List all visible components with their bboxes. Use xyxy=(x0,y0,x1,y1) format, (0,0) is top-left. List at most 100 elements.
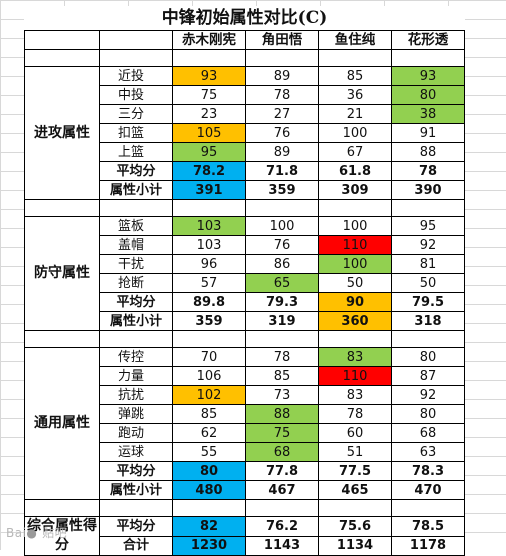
attribute-label: 上篮 xyxy=(99,142,173,162)
value-cell: 103 xyxy=(172,216,246,236)
value-cell: 78 xyxy=(318,404,392,424)
value-cell: 391 xyxy=(172,180,246,200)
value-cell: 470 xyxy=(391,480,465,500)
value-cell: 96 xyxy=(172,254,246,274)
aggregate-label: 属性小计 xyxy=(99,180,173,200)
value-cell: 80 xyxy=(391,347,465,367)
attribute-label: 扣篮 xyxy=(99,123,173,143)
value-cell: 57 xyxy=(172,273,246,293)
empty-cell xyxy=(245,199,319,217)
table-row: 进攻属性 近投 93 89 85 93 xyxy=(24,66,465,200)
watermark: Bai● 贴吧 xyxy=(6,526,68,540)
value-cell: 51 xyxy=(318,442,392,462)
empty-cell xyxy=(24,330,100,348)
value-cell: 89 xyxy=(245,142,319,162)
value-cell: 67 xyxy=(318,142,392,162)
aggregate-label: 属性小计 xyxy=(99,311,173,331)
value-cell: 70 xyxy=(172,347,246,367)
section-label: 防守属性 xyxy=(24,216,100,331)
section-label: 通用属性 xyxy=(24,347,100,500)
value-cell: 110 xyxy=(318,235,392,255)
value-cell: 21 xyxy=(318,104,392,124)
empty-cell xyxy=(172,499,246,517)
value-cell: 105 xyxy=(172,123,246,143)
value-cell: 79.5 xyxy=(391,292,465,312)
value-cell: 467 xyxy=(245,480,319,500)
value-cell: 79.3 xyxy=(245,292,319,312)
value-cell: 78.2 xyxy=(172,161,246,181)
value-cell: 92 xyxy=(391,385,465,405)
value-cell: 465 xyxy=(318,480,392,500)
value-cell: 76 xyxy=(245,235,319,255)
attribute-label: 运球 xyxy=(99,442,173,462)
attribute-label: 干扰 xyxy=(99,254,173,274)
empty-cell xyxy=(318,49,392,67)
header-row: 赤木刚宪 角田悟 鱼住纯 花形透 xyxy=(24,30,465,50)
value-cell: 1230 xyxy=(172,535,246,556)
aggregate-label: 平均分 xyxy=(99,161,173,181)
page-title: 中锋初始属性对比(C) xyxy=(24,6,465,30)
spacer-row xyxy=(24,199,465,217)
aggregate-label: 平均分 xyxy=(99,292,173,312)
value-cell: 85 xyxy=(245,366,319,386)
attribute-label: 力量 xyxy=(99,366,173,386)
empty-cell xyxy=(24,199,100,217)
value-cell: 73 xyxy=(245,385,319,405)
value-cell: 75.6 xyxy=(318,516,392,537)
value-cell: 89 xyxy=(245,66,319,86)
value-cell: 90 xyxy=(318,292,392,312)
value-cell: 38 xyxy=(391,104,465,124)
value-cell: 1134 xyxy=(318,535,392,556)
value-cell: 80 xyxy=(172,461,246,481)
value-cell: 71.8 xyxy=(245,161,319,181)
empty-cell xyxy=(391,199,465,217)
spacer-row xyxy=(24,49,465,67)
attribute-table: 赤木刚宪 角田悟 鱼住纯 花形透 进攻属性 近投 93 89 85 93 中投 75 78 36 80 三分 2… xyxy=(24,30,465,556)
value-cell: 100 xyxy=(318,254,392,274)
value-cell: 95 xyxy=(172,142,246,162)
value-cell: 62 xyxy=(172,423,246,443)
empty-cell xyxy=(99,199,173,217)
value-cell: 89.8 xyxy=(172,292,246,312)
aggregate-label: 平均分 xyxy=(99,516,173,537)
value-cell: 480 xyxy=(172,480,246,500)
value-cell: 50 xyxy=(391,273,465,293)
value-cell: 61.8 xyxy=(318,161,392,181)
value-cell: 77.8 xyxy=(245,461,319,481)
value-cell: 36 xyxy=(318,85,392,105)
value-cell: 102 xyxy=(172,385,246,405)
value-cell: 55 xyxy=(172,442,246,462)
table-row: 通用属性 传控 70 78 83 80 xyxy=(24,347,465,500)
empty-cell xyxy=(172,199,246,217)
attribute-label: 跑动 xyxy=(99,423,173,443)
watermark-suffix: 贴吧 xyxy=(42,526,68,540)
value-cell: 81 xyxy=(391,254,465,274)
table-row: 力量 106 85 110 87 xyxy=(25,366,465,386)
value-cell: 63 xyxy=(391,442,465,462)
value-cell: 27 xyxy=(245,104,319,124)
value-cell: 77.5 xyxy=(318,461,392,481)
empty-cell xyxy=(172,330,246,348)
value-cell: 83 xyxy=(318,385,392,405)
value-cell: 91 xyxy=(391,123,465,143)
value-cell: 78 xyxy=(245,347,319,367)
aggregate-label: 属性小计 xyxy=(99,480,173,500)
value-cell: 65 xyxy=(245,273,319,293)
table-row: 弹跳 85 88 78 80 xyxy=(25,404,465,424)
empty-cell xyxy=(318,199,392,217)
empty-cell xyxy=(24,499,100,517)
value-cell: 85 xyxy=(172,404,246,424)
value-cell: 50 xyxy=(318,273,392,293)
value-cell: 103 xyxy=(172,235,246,255)
value-cell: 80 xyxy=(391,85,465,105)
column-header: 赤木刚宪 xyxy=(172,30,246,50)
value-cell: 318 xyxy=(391,311,465,331)
value-cell: 86 xyxy=(245,254,319,274)
value-cell: 92 xyxy=(391,235,465,255)
attribute-label: 三分 xyxy=(99,104,173,124)
value-cell: 88 xyxy=(245,404,319,424)
summary-average-row: 综合属性得分 平均分 82 76.2 75.6 78.5 xyxy=(24,516,465,556)
column-header: 鱼住纯 xyxy=(318,30,392,50)
value-cell: 78.3 xyxy=(391,461,465,481)
value-cell: 23 xyxy=(172,104,246,124)
